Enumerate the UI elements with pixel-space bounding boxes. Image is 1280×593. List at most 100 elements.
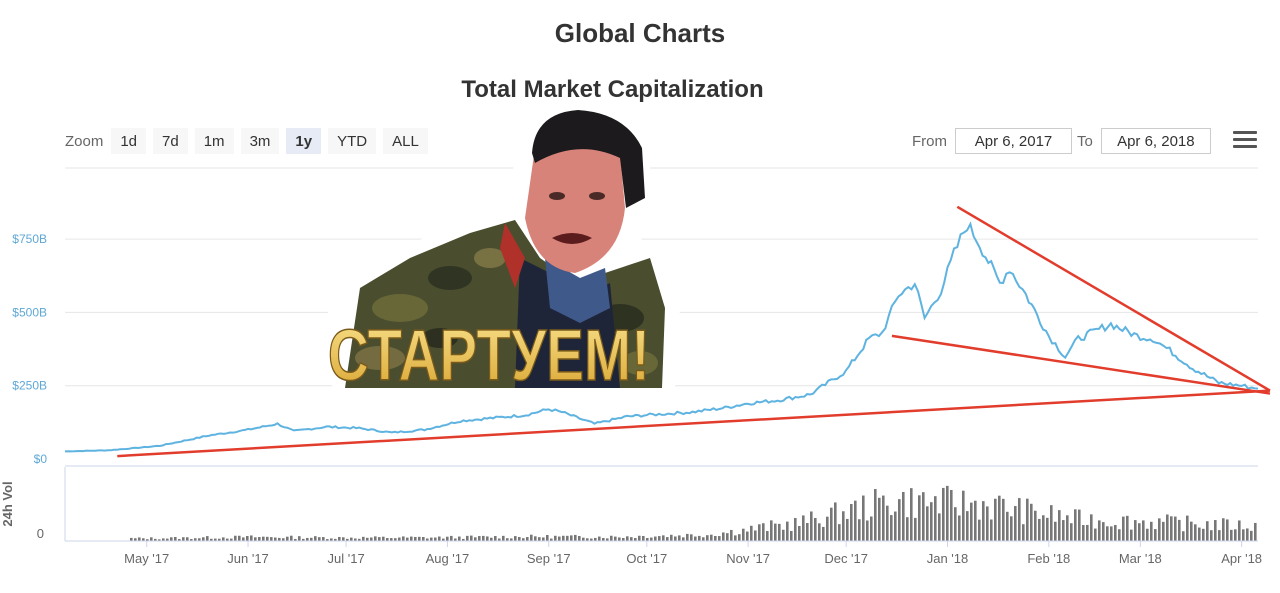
volume-bar: [690, 534, 693, 541]
volume-bar: [978, 519, 981, 541]
volume-bar: [1146, 528, 1149, 541]
x-tick-label: Nov '17: [726, 551, 770, 566]
x-tick-label: Sep '17: [527, 551, 571, 566]
x-tick-label: Oct '17: [626, 551, 667, 566]
volume-bar: [586, 538, 589, 541]
x-tick-label: Apr '18: [1221, 551, 1262, 566]
volume-bar: [774, 523, 777, 541]
volume-bar: [138, 537, 141, 541]
volume-bar: [706, 535, 709, 541]
volume-bar: [578, 536, 581, 541]
volume-bar: [382, 536, 385, 541]
volume-bar: [866, 520, 869, 541]
zoom-1d-button[interactable]: 1d: [111, 128, 147, 154]
zoom-3m-button[interactable]: 3m: [240, 128, 280, 154]
volume-bar: [810, 511, 813, 541]
volume-bar: [1166, 514, 1169, 541]
y-tick-label: $500B: [12, 305, 47, 319]
trend-lines: [117, 205, 1271, 458]
zoom-all-button[interactable]: ALL: [383, 128, 428, 154]
volume-bar: [1202, 528, 1205, 541]
hamburger-menu-icon[interactable]: [1233, 131, 1257, 151]
volume-bar: [994, 498, 997, 541]
volume-bar: [1238, 520, 1241, 541]
volume-bar: [1050, 505, 1053, 541]
volume-bar: [518, 537, 521, 541]
volume-bar: [890, 515, 893, 541]
volume-bar: [370, 537, 373, 541]
volume-bar: [302, 538, 305, 541]
dark-hat: [532, 110, 645, 208]
volume-bar: [182, 537, 185, 541]
volume-bar: [190, 539, 193, 541]
volume-bar: [310, 537, 313, 541]
volume-bar: [1014, 506, 1017, 541]
volume-bar: [466, 535, 469, 541]
volume-bar: [714, 536, 717, 541]
volume-bar: [766, 531, 769, 541]
zoom-1m-button[interactable]: 1m: [194, 128, 234, 154]
volume-bar: [1134, 520, 1137, 541]
volume-bar: [834, 502, 837, 541]
volume-bar: [806, 523, 809, 541]
volume-bar: [210, 538, 213, 541]
volume-bar: [1058, 510, 1061, 541]
volume-bar: [1154, 529, 1157, 541]
y-tick-label: $750B: [12, 232, 47, 246]
market-cap-line: [64, 221, 1259, 453]
volume-bar: [1070, 523, 1073, 541]
volume-bar: [858, 519, 861, 541]
volume-bar: [130, 537, 133, 541]
volume-bar: [1018, 498, 1021, 541]
to-label: To: [1077, 132, 1093, 150]
volume-bar: [258, 537, 261, 541]
volume-bar: [650, 537, 653, 541]
volume-bar: [554, 535, 557, 541]
volume-bar: [1034, 510, 1037, 541]
volume-bar: [206, 536, 209, 541]
volume-bar: [1218, 530, 1221, 541]
volume-bar: [962, 490, 965, 541]
volume-bar: [658, 536, 661, 541]
volume-bar: [1098, 520, 1101, 541]
to-date-input[interactable]: [1100, 128, 1211, 154]
volume-bar: [798, 525, 801, 541]
volume-bar: [770, 520, 773, 541]
from-range: From: [912, 128, 1072, 154]
volume-bar: [510, 538, 513, 541]
volume-bar: [406, 537, 409, 541]
volume-bar: [1230, 529, 1233, 541]
zoom-ytd-button[interactable]: YTD: [328, 128, 377, 154]
zoom-7d-button[interactable]: 7d: [153, 128, 188, 154]
volume-bar: [1042, 515, 1045, 541]
chart-title: Total Market Capitalization: [461, 76, 764, 103]
volume-bar: [522, 538, 525, 541]
volume-bar: [174, 537, 177, 541]
volume-bar: [1030, 503, 1033, 541]
volume-bar: [794, 518, 797, 541]
from-date-input[interactable]: [955, 128, 1072, 154]
volume-bar: [414, 536, 417, 541]
volume-bar: [506, 538, 509, 541]
volume-bar: [734, 535, 737, 541]
zoom-toolbar: Zoom 1d 7d 1m 3m 1y YTD ALL: [65, 128, 435, 154]
volume-bar: [1222, 518, 1225, 541]
page-title: Global Charts: [554, 18, 726, 48]
volume-bar: [478, 536, 481, 541]
volume-bar: [1038, 518, 1041, 541]
volume-bar: [250, 535, 253, 541]
volume-bar: [582, 537, 585, 541]
volume-bar: [778, 523, 781, 541]
volume-bar: [1090, 514, 1093, 541]
volume-bar: [574, 534, 577, 541]
volume-bar: [726, 533, 729, 541]
volume-bar: [422, 537, 425, 541]
zoom-1y-button[interactable]: 1y: [286, 128, 322, 154]
volume-bar: [514, 536, 517, 541]
volume-bar: [470, 535, 473, 541]
volume-bar: [630, 537, 633, 541]
volume-bar: [854, 500, 857, 541]
volume-bar: [1214, 520, 1217, 541]
volume-bar: [394, 538, 397, 541]
volume-bar: [634, 537, 637, 541]
